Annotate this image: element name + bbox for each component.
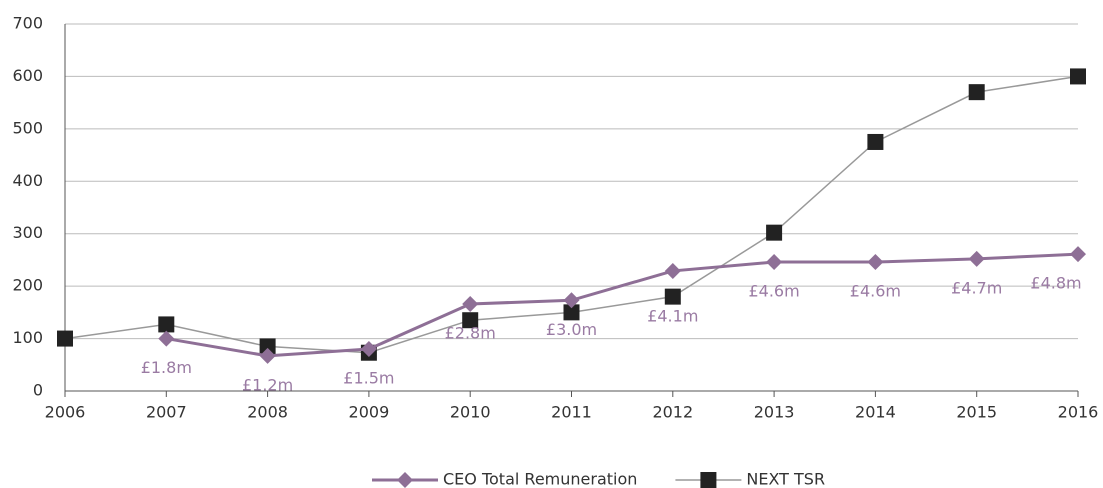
x-tick-label: 2014 <box>855 403 896 422</box>
x-tick-label: 2007 <box>146 403 187 422</box>
data-point <box>968 250 985 267</box>
x-tick-label: 2006 <box>45 403 86 422</box>
data-point <box>664 262 681 279</box>
data-point <box>563 304 580 321</box>
data-label: £4.8m <box>1030 274 1081 293</box>
data-point <box>1070 246 1086 263</box>
data-point <box>867 254 884 271</box>
x-tick-label: 2012 <box>652 403 693 422</box>
data-point <box>462 312 479 329</box>
legend-marker <box>700 472 717 488</box>
y-tick-label: 600 <box>12 66 43 85</box>
x-tick-label: 2008 <box>247 403 288 422</box>
x-tick-label: 2009 <box>349 403 390 422</box>
data-point <box>259 347 276 364</box>
data-label: £1.5m <box>343 369 394 388</box>
y-tick-label: 300 <box>12 223 43 242</box>
data-label: £3.0m <box>546 320 597 339</box>
data-label: £4.6m <box>748 282 799 301</box>
x-tick-label: 2015 <box>956 403 997 422</box>
x-tick-label: 2011 <box>551 403 592 422</box>
legend-label: NEXT TSR <box>746 470 825 488</box>
data-point <box>563 292 580 309</box>
data-point <box>158 316 175 333</box>
series-line <box>166 252 1079 358</box>
y-tick-label: 0 <box>33 381 43 400</box>
y-tick-label: 500 <box>12 118 43 137</box>
data-point <box>158 330 175 347</box>
legend-marker <box>397 472 413 488</box>
x-tick-label: 2010 <box>450 403 491 422</box>
data-point <box>664 288 681 305</box>
data-label: £2.8m <box>445 323 496 342</box>
data-point <box>766 254 783 271</box>
y-tick-label: 100 <box>12 328 43 347</box>
legend-label: CEO Total Remuneration <box>443 470 637 488</box>
y-tick-label: 200 <box>12 276 43 295</box>
x-tick-label: 2013 <box>754 403 795 422</box>
data-label: £1.2m <box>242 375 293 394</box>
y-tick-label: 700 <box>12 14 43 33</box>
y-tick-label: 400 <box>12 171 43 190</box>
data-point <box>766 224 783 241</box>
data-point <box>360 341 377 358</box>
data-point <box>259 338 276 355</box>
data-point <box>1070 68 1086 85</box>
data-label: £4.7m <box>951 278 1002 297</box>
data-label: £1.8m <box>141 358 192 377</box>
data-point <box>867 133 884 150</box>
data-label: £4.1m <box>647 306 698 325</box>
data-point <box>462 295 479 312</box>
data-point <box>968 84 985 101</box>
data-point <box>57 330 73 347</box>
data-label: £4.6m <box>850 282 901 301</box>
x-tick-label: 2016 <box>1058 403 1099 422</box>
